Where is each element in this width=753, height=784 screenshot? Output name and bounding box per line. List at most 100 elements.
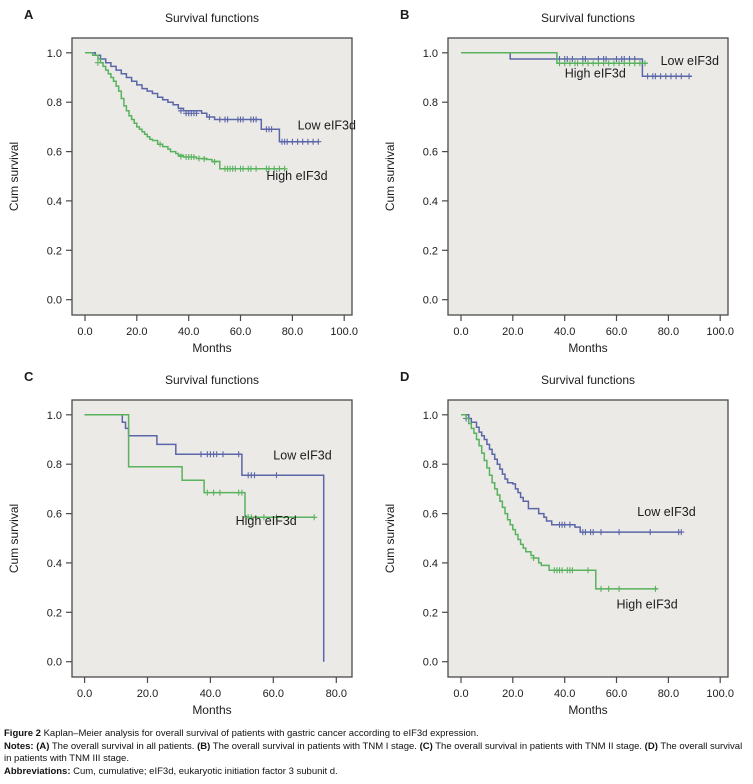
km-curve-low [84,414,325,662]
plot-area [447,37,729,316]
y-tick-label: 0.8 [423,97,438,109]
x-tick-label: 0.0 [453,688,468,700]
x-tick-label: 0.0 [77,326,92,338]
x-tick-label: 100.0 [706,688,734,700]
y-axis-label: Cum survival [383,504,397,573]
y-tick-label: 0.0 [423,657,438,669]
y-tick-label: 0.4 [47,196,62,208]
panel-C: C Survival functions 0.0 0.2 0.4 0.6 0.8 1.0 0.0… [0,362,376,725]
y-tick-label: 0.2 [47,245,62,257]
x-axis-label: Months [192,341,231,355]
caption-bold-segment: (C) [419,740,433,752]
caption-text-segment: The overall survival in all patients. [49,740,198,752]
series-label-low: Low eIF3d [273,448,331,462]
y-tick-label: 0.0 [47,295,62,307]
series-label-high: High eIF3d [617,598,678,612]
caption-bold-segment: (B) [197,740,211,752]
censor-marks-high [530,555,659,592]
series-label-low: Low eIF3d [637,505,695,519]
y-tick-label: 0.4 [423,558,438,570]
caption-bold-segment: (D) [644,740,658,752]
panels-grid: A Survival functions 0.0 0.2 0.4 0.6 0.8 1.0 0.0… [0,0,753,725]
y-tick-label: 1.0 [47,48,62,60]
y-tick-label: 1.0 [47,410,62,422]
x-tick-label: 20.0 [137,688,158,700]
km-curve-low [85,52,319,143]
caption-text-segment: Cum, cumulative; eIF3d, eukaryotic initi… [70,765,338,777]
censor-marks-high [556,60,648,67]
caption-text-segment: Kaplan–Meier analysis for overall surviv… [40,728,479,739]
y-tick-label: 0.2 [47,607,62,619]
caption-line: Figure 2 Kaplan–Meier analysis for overa… [4,728,745,741]
panel-A: A Survival functions 0.0 0.2 0.4 0.6 0.8 1.0 0.0… [0,0,376,362]
y-axis-label: Cum survival [383,142,397,211]
km-curve-low [461,414,682,533]
x-tick-label: 60.0 [606,326,627,338]
chart-title: Survival functions [541,11,635,25]
caption-text-segment: The overall survival in patients with TN… [432,740,645,752]
y-tick-label: 0.2 [423,245,438,257]
panel-letter: D [400,369,409,384]
y-axis-label: Cum survival [7,504,21,573]
y-tick-label: 0.6 [47,147,62,159]
x-tick-label: 100.0 [706,326,734,338]
caption-line: Abbreviations: Cum, cumulative; eIF3d, e… [4,766,745,779]
x-axis-label: Months [568,341,607,355]
plot-area [447,399,729,678]
y-axis-label: Cum survival [7,142,21,211]
x-tick-label: 0.0 [453,326,468,338]
y-tick-label: 0.6 [423,147,438,159]
x-tick-label: 100.0 [330,326,358,338]
series-label-high: High eIF3d [236,514,297,528]
y-tick-label: 0.8 [47,459,62,471]
figure-caption: Figure 2 Kaplan–Meier analysis for overa… [0,725,753,778]
y-tick-label: 0.2 [423,607,438,619]
km-curve-high [85,52,285,170]
survival-chart-C: C Survival functions 0.0 0.2 0.4 0.6 0.8 1.0 0.0… [7,369,353,717]
x-axis-label: Months [568,703,607,717]
x-tick-label: 0.0 [77,688,92,700]
censor-marks-low [177,107,322,145]
censor-marks-high [204,489,318,521]
x-tick-label: 40.0 [178,326,199,338]
caption-bold-segment: Notes: [4,740,34,752]
panel-letter: C [24,369,34,384]
y-tick-label: 0.4 [47,558,62,570]
panel-letter: A [24,7,34,22]
series-label-high: High eIF3d [565,67,626,81]
y-tick-label: 1.0 [423,48,438,60]
survival-chart-A: A Survival functions 0.0 0.2 0.4 0.6 0.8 1.0 0.0… [7,7,358,355]
plot-area [71,399,353,678]
x-axis-label: Months [192,703,231,717]
caption-bold-segment: (A) [36,740,50,752]
x-tick-label: 60.0 [263,688,284,700]
x-tick-label: 20.0 [502,688,523,700]
series-label-high: High eIF3d [266,169,327,183]
caption-text-segment: The overall survival in patients with TN… [4,740,743,765]
caption-bold-segment: Abbreviations: [4,765,71,777]
survival-chart-B: B Survival functions 0.0 0.2 0.4 0.6 0.8 1.0 0.0… [383,7,734,355]
y-tick-label: 0.6 [47,509,62,521]
x-tick-label: 80.0 [282,326,303,338]
panel-D: D Survival functions 0.0 0.2 0.4 0.6 0.8 1.0 0.0… [376,362,753,725]
survival-chart-D: D Survival functions 0.0 0.2 0.4 0.6 0.8 1.0 0.0… [383,369,734,717]
panel-letter: B [400,7,409,22]
censor-marks-high [94,59,288,172]
x-tick-label: 40.0 [200,688,221,700]
y-tick-label: 0.4 [423,196,438,208]
x-tick-label: 80.0 [326,688,347,700]
y-tick-label: 0.0 [423,295,438,307]
caption-text-segment: The overall survival in patients with TN… [210,740,420,752]
x-tick-label: 60.0 [606,688,627,700]
km-curve-high [84,414,315,519]
chart-title: Survival functions [541,373,635,387]
x-tick-label: 40.0 [554,326,575,338]
x-tick-label: 80.0 [658,688,679,700]
y-tick-label: 0.8 [423,459,438,471]
censor-marks-low [198,451,280,479]
series-label-low: Low eIF3d [661,54,719,68]
y-tick-label: 1.0 [423,410,438,422]
x-tick-label: 20.0 [126,326,147,338]
y-tick-label: 0.6 [423,509,438,521]
